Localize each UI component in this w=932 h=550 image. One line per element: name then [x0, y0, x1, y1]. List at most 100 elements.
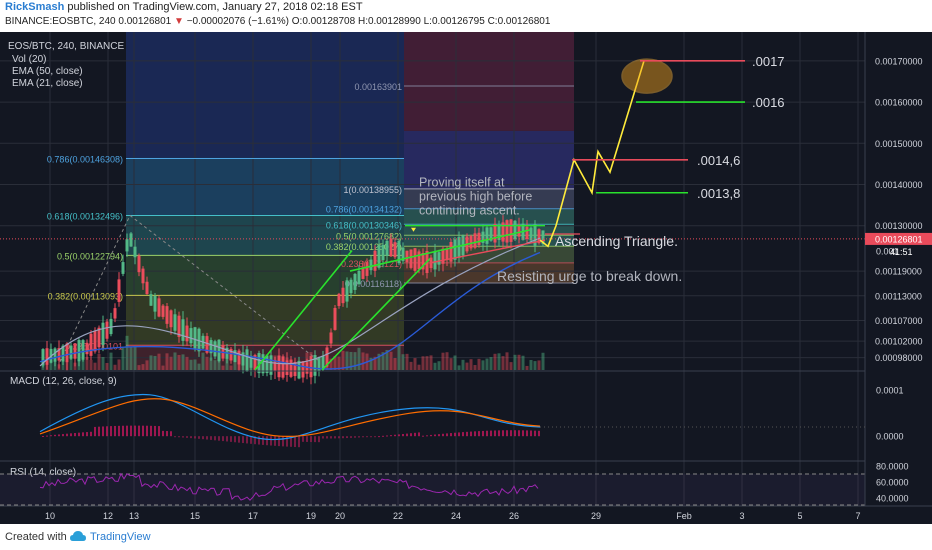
macd-hist-19: [118, 425, 120, 437]
macd-hist-53: [254, 436, 256, 445]
fib2-zone-236: [404, 262, 574, 284]
fib2-zone-618: [404, 209, 574, 247]
macd-hist-61: [286, 436, 288, 447]
rsi-band: [0, 474, 865, 506]
volume-bar-39: [197, 363, 201, 370]
macd-hist-76: [346, 436, 348, 439]
macd-hist-70: [322, 436, 324, 439]
open-label: O:: [291, 16, 303, 27]
candle-body-9: [77, 340, 81, 362]
candle-body-15: [101, 322, 105, 345]
candle-body-47: [229, 348, 233, 361]
candle-body-84: [377, 245, 381, 268]
candle-body-72: [329, 332, 333, 344]
volume-bar-29: [157, 353, 161, 370]
volume-bar-93: [413, 358, 417, 370]
legend-ema50: EMA (50, close): [12, 66, 83, 77]
change-arrow-icon: ▼: [174, 16, 184, 27]
author-name[interactable]: RickSmash: [5, 1, 65, 13]
fib2-label-1: 1(0.00138955): [343, 185, 402, 195]
candle-body-37: [189, 328, 193, 344]
macd-hist-43: [214, 436, 216, 441]
candle-body-86: [385, 240, 389, 256]
macd-title: MACD (12, 26, close, 9): [10, 376, 117, 387]
candle-body-91: [405, 250, 409, 263]
volume-bar-103: [453, 355, 457, 370]
candle-body-44: [217, 339, 221, 362]
candle-body-76: [345, 280, 349, 302]
macd-hist-59: [278, 436, 280, 447]
macd-hist-41: [206, 436, 208, 440]
candle-body-56: [265, 355, 269, 373]
volume-bar-108: [473, 365, 477, 370]
macd-hist-22: [130, 425, 132, 437]
volume-bar-41: [205, 356, 209, 370]
volume-bar-80: [361, 352, 365, 370]
created-with-text: Created with: [5, 531, 67, 543]
candle-body-89: [397, 240, 401, 264]
volume-bar-98: [433, 362, 437, 370]
volume-bar-92: [409, 361, 413, 370]
macd-hist-33: [174, 436, 176, 438]
chart-area[interactable]: 0.786(0.00146308) 0.618(0.00132496) 0.5(0.…: [0, 32, 932, 524]
volume-bar-101: [445, 352, 449, 370]
volume-bar-84: [377, 353, 381, 370]
tradingview-cloud-icon: [70, 531, 86, 541]
macd-hist-52: [250, 436, 252, 444]
volume-bar-17: [109, 352, 113, 370]
volume-bar-125: [541, 352, 545, 370]
candle-body-29: [157, 298, 161, 317]
candle-body-63: [293, 361, 297, 377]
candle-body-114: [497, 225, 501, 241]
candle-body-27: [149, 294, 153, 306]
macd-hist-86: [386, 435, 388, 437]
high-value: 0.00128990: [367, 16, 421, 27]
macd-hist-79: [358, 436, 360, 438]
publish-line: RickSmash published on TradingView.com, …: [5, 1, 363, 13]
fib2-label-3: 0.618(0.00130346): [326, 220, 402, 230]
candle-body-28: [153, 295, 157, 312]
volume-bar-42: [209, 357, 213, 370]
candle-body-73: [333, 307, 337, 330]
macd-hist-118: [514, 430, 516, 437]
volume-bar-23: [133, 345, 137, 370]
candle-body-7: [69, 345, 73, 359]
macd-hist-48: [234, 436, 236, 443]
volume-bar-85: [381, 352, 385, 370]
volume-bar-27: [149, 355, 153, 370]
chart-svg[interactable]: 0.786(0.00146308) 0.618(0.00132496) 0.5(0.…: [0, 32, 932, 524]
annotation-proving-line-2: continuing ascent.: [419, 204, 520, 218]
time-tick-12: 3: [739, 511, 744, 521]
candle-body-116: [505, 220, 509, 243]
volume-bar-97: [429, 355, 433, 370]
fib2-label-4: 0.5(0.00127682): [336, 231, 402, 241]
annotation-resisting: Resisting urge to break down.: [497, 268, 682, 284]
candle-body-10: [81, 340, 85, 360]
candle-body-35: [181, 319, 185, 341]
fib2-zone-786: [404, 188, 574, 210]
macd-hist-100: [442, 433, 444, 437]
volume-bar-10: [81, 359, 85, 370]
open-value: 0.00128708: [302, 16, 356, 27]
volume-bar-13: [93, 362, 97, 370]
candle-body-12: [89, 333, 93, 356]
macd-tick-0: 0.0001: [876, 386, 904, 396]
candle-body-54: [257, 353, 261, 374]
candle-body-61: [285, 360, 289, 376]
volume-bar-75: [341, 350, 345, 370]
macd-hist-99: [438, 434, 440, 437]
tradingview-brand[interactable]: TradingView: [90, 531, 151, 543]
macd-hist-9: [78, 432, 80, 437]
candle-body-121: [525, 226, 529, 240]
price-tick-1: 0.00160000: [875, 98, 923, 108]
volume-bar-95: [421, 356, 425, 370]
volume-bar-105: [461, 359, 465, 370]
marker-triangle: [411, 227, 416, 232]
candle-body-74: [337, 293, 341, 306]
volume-bar-28: [153, 355, 157, 370]
macd-hist-5: [62, 434, 64, 437]
volume-bar-25: [141, 364, 145, 370]
macd-hist-95: [422, 435, 424, 437]
rsi-title: RSI (14, close): [10, 467, 76, 478]
volume-bar-114: [497, 353, 501, 370]
